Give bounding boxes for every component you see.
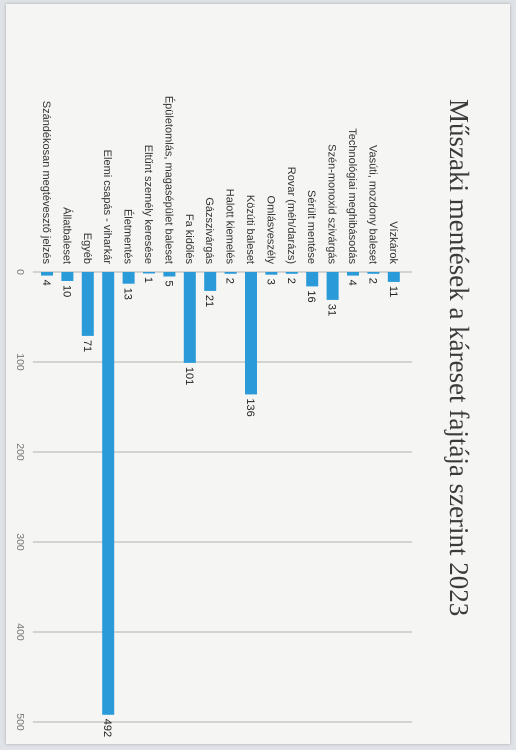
x-tick-label: 100 [14, 353, 26, 371]
bars [41, 272, 400, 715]
category-label: Eltűnt személy keresése [142, 145, 154, 264]
value-label: 16 [305, 290, 317, 302]
value-label: 136 [244, 398, 256, 416]
value-label: 10 [60, 285, 72, 297]
bar [367, 272, 380, 274]
bar [183, 272, 196, 363]
value-label: 101 [183, 367, 195, 385]
bar [81, 272, 94, 336]
bar [387, 272, 400, 282]
bar [204, 272, 217, 291]
bar [61, 272, 74, 281]
category-label: Fa kidőlés [183, 214, 195, 265]
bar [265, 272, 278, 275]
bar [285, 272, 298, 274]
bar [306, 272, 319, 287]
bar [41, 272, 53, 276]
category-labels: Vízkárok Vasúti, mozdony baleset Technológ… [40, 96, 399, 265]
bar [224, 272, 237, 274]
bar [347, 272, 359, 276]
value-label: 13 [122, 288, 134, 300]
value-label: 5 [162, 281, 174, 287]
category-label: Vízkárok [387, 221, 399, 264]
x-tick-label: 300 [14, 533, 26, 551]
value-label: 31 [326, 304, 338, 316]
value-label: 4 [40, 280, 52, 286]
value-label: 2 [285, 278, 297, 284]
category-label: Omlásveszély [264, 196, 276, 265]
value-label: 1 [142, 277, 154, 283]
category-label: Egyéb [81, 233, 93, 264]
category-label: Szén-monoxid szivárgás [326, 144, 338, 264]
category-label: Állatbaleset [60, 207, 73, 264]
category-label: Halott kiemelés [224, 189, 236, 265]
x-tick-label: 200 [14, 443, 26, 461]
category-label: Közúti baleset [244, 195, 256, 264]
category-label: Szándékosan megtévesztő jelzés [40, 101, 52, 265]
rotated-chart-frame: Műszaki mentések a káreset fajtája szeri… [6, 4, 510, 744]
value-label: 71 [81, 340, 93, 352]
category-label: Sérült mentése [305, 190, 317, 264]
category-label: Épületomlás, magasépület baleset [162, 96, 175, 264]
value-labels: 11 2 4 31 16 2 3 136 2 21 101 5 1 13 492 71 10 4 [40, 277, 399, 737]
x-axis-ticks: 0 100 200 300 400 500 [14, 269, 26, 731]
chart-paper: Műszaki mentések a káreset fajtája szeri… [6, 4, 510, 744]
bar [326, 272, 339, 300]
bar [163, 272, 176, 277]
category-label: Technológiai meghibásodás [346, 128, 358, 264]
value-label: 2 [224, 278, 236, 284]
bar [122, 272, 135, 284]
value-label: 21 [203, 295, 215, 307]
category-label: Elemi csapás - viharkár [101, 150, 113, 265]
value-label: 2 [366, 278, 378, 284]
category-label: Életmentés [122, 209, 135, 265]
bar [143, 272, 155, 274]
category-label: Gázszivárgás [203, 197, 215, 264]
x-tick-label: 500 [14, 713, 26, 731]
value-label: 492 [101, 719, 113, 737]
value-label: 4 [346, 280, 358, 286]
chart-title: Műszaki mentések a káreset fajtája szeri… [444, 99, 474, 616]
category-label: Vasúti, mozdony baleset [366, 145, 378, 264]
value-label: 3 [264, 279, 276, 285]
bar [245, 272, 257, 395]
gridlines [32, 271, 412, 723]
value-label: 11 [387, 286, 399, 297]
category-label: Rovar (méh/darázs) [285, 167, 297, 264]
x-tick-label: 400 [14, 623, 26, 641]
bar [102, 272, 115, 715]
x-tick-label: 0 [14, 269, 26, 275]
bar-chart: Műszaki mentések a káreset fajtája szeri… [14, 96, 474, 737]
